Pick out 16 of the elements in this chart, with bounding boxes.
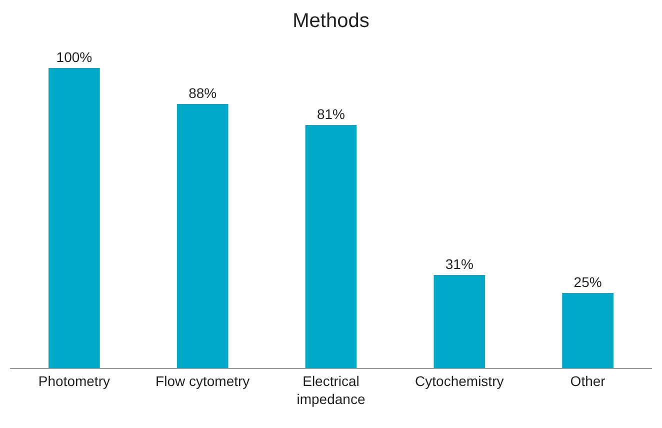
data-label: 88%: [188, 85, 217, 101]
bar: [48, 68, 100, 368]
data-label: 25%: [574, 274, 602, 290]
bar: [176, 104, 228, 368]
bar: [434, 275, 486, 368]
data-label: 81%: [316, 106, 346, 122]
chart-title: Methods: [292, 10, 370, 32]
data-label: 100%: [56, 49, 92, 65]
x-tick-label: Cytochemistry: [415, 372, 504, 389]
x-tick-label: Electrical impedance: [296, 372, 366, 407]
data-label: 31%: [445, 256, 474, 272]
x-tick-label: Other: [570, 372, 606, 389]
bar: [305, 125, 357, 368]
x-tick-label: Photometry: [38, 372, 110, 389]
x-tick-label: Flow cytometry: [156, 372, 250, 389]
bar: [562, 293, 614, 368]
